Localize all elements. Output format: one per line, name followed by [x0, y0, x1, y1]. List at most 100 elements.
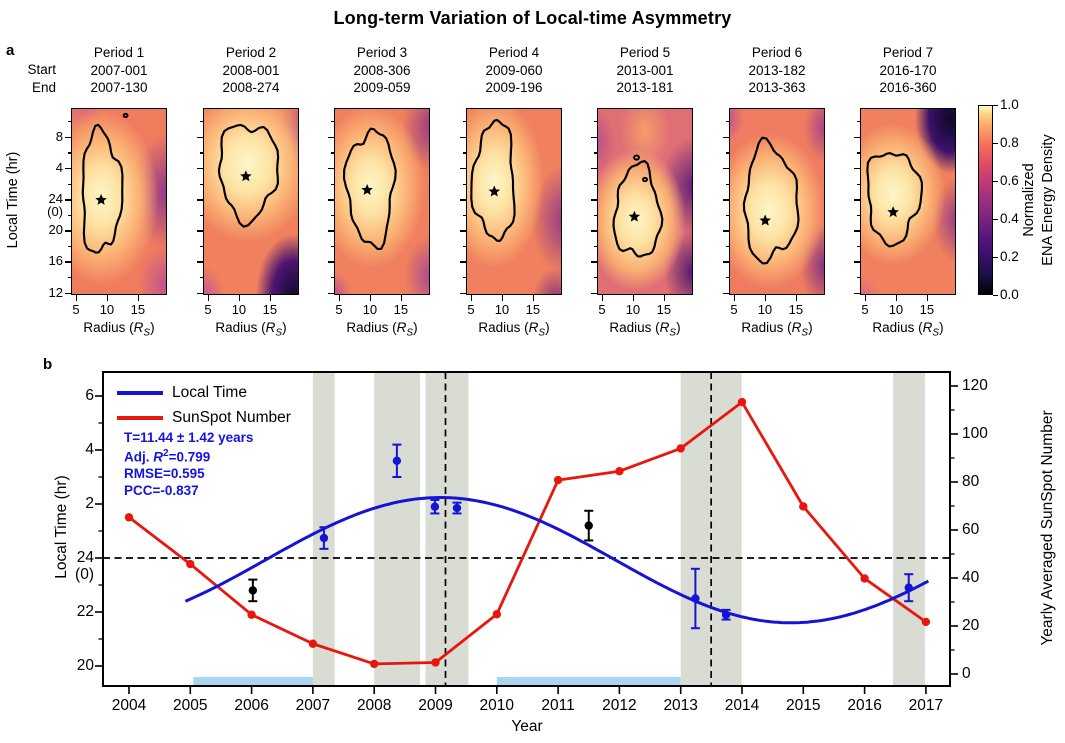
lt-minor-tick — [199, 183, 203, 185]
radius-tick-label: 15 — [656, 302, 672, 317]
x-tick-label: 2005 — [173, 697, 208, 714]
ena-contour — [81, 123, 124, 254]
lt-major-tick — [854, 199, 860, 201]
sunspot-point — [737, 397, 747, 407]
stat-pcc: PCC=-0.837 — [124, 483, 199, 498]
period-start: 2009-060 — [485, 62, 543, 78]
panel-b-right-axis-label: Yearly Averaged SunSpot Number — [1039, 410, 1056, 646]
lt-major-tick — [65, 261, 71, 263]
sunspot-point — [615, 467, 624, 476]
radius-tick-label: 15 — [788, 302, 804, 317]
right-tick-label: 120 — [962, 377, 988, 394]
lt-minor-tick — [856, 152, 860, 154]
sunspot-point — [308, 639, 318, 648]
lt-major-tick — [65, 167, 71, 170]
heatmap-period-6 — [729, 108, 825, 295]
observation-span — [680, 372, 712, 686]
lt-major-tick — [723, 167, 729, 170]
lt-major-tick — [591, 261, 597, 263]
stat-period: T=11.44 ± 1.42 years — [124, 430, 254, 445]
radius-tick-label: 5 — [72, 302, 80, 317]
lt-minor-tick — [67, 214, 71, 216]
radius-tick — [338, 295, 341, 301]
radius-tick — [864, 295, 867, 301]
observation-span — [374, 372, 421, 686]
sunspot-point — [553, 475, 563, 485]
sunspot-point — [431, 658, 440, 667]
lt-major-tick — [197, 292, 203, 295]
heatmap-overlay — [470, 118, 516, 243]
lt-major-tick — [328, 199, 334, 201]
peak-star-marker — [95, 193, 107, 205]
lt-minor-tick — [725, 183, 729, 185]
peak-star-marker — [887, 206, 899, 218]
colorbar-tick-label: 0.6 — [1000, 173, 1019, 188]
period-start: 2008-306 — [353, 62, 411, 78]
radius-tick-label: 15 — [262, 302, 278, 317]
heatmap-period-3 — [334, 108, 430, 295]
sunspot-point — [247, 610, 256, 619]
lt-major-tick — [460, 199, 466, 201]
radius-axis-label: Radius (RS) — [872, 320, 944, 339]
local-time-point — [584, 521, 593, 530]
colorbar-tick-label: 0.8 — [1000, 135, 1019, 150]
ena-contour — [612, 159, 664, 258]
lt-major-tick — [591, 167, 597, 170]
plot-frame — [102, 371, 951, 687]
highlight-bar — [496, 677, 681, 685]
period-header: Period 5 2013-001 2013-181 — [580, 44, 710, 97]
lt-major-tick — [197, 199, 203, 201]
ena-contour — [866, 152, 923, 248]
heatmap-period-7 — [860, 108, 956, 295]
lt-minor-tick — [330, 245, 334, 248]
lt-minor-tick — [856, 245, 860, 248]
period-name: Period 4 — [488, 45, 540, 60]
radius-tick — [269, 295, 272, 301]
sunspot-point — [124, 513, 134, 522]
heatmap-overlay — [217, 123, 280, 228]
local-time-point — [319, 533, 329, 543]
local-time-point — [248, 586, 258, 595]
radius-tick-label: 15 — [525, 302, 541, 317]
sunspot-point — [921, 617, 931, 627]
lt-minor-tick — [67, 121, 71, 123]
right-tick-label: 20 — [962, 617, 980, 634]
right-tick-label: 80 — [962, 473, 980, 490]
lt-minor-tick — [67, 152, 71, 154]
period-end: 2009-196 — [485, 80, 543, 95]
colorbar-tick — [993, 143, 998, 145]
local-time-point — [691, 594, 700, 603]
lt-major-tick — [591, 230, 597, 232]
colorbar — [978, 105, 993, 295]
lt-minor-tick — [593, 121, 597, 123]
left-tick-label: 20 — [76, 657, 94, 674]
lt-minor-tick — [725, 121, 729, 123]
sunspot-point — [860, 574, 869, 583]
radius-tick — [501, 295, 504, 301]
radius-tick — [137, 295, 140, 301]
radius-tick — [926, 295, 929, 301]
heatmap-overlay — [81, 112, 129, 254]
local-time-point — [430, 502, 440, 511]
peak-star-marker — [361, 183, 373, 195]
lt-minor-tick — [67, 245, 71, 248]
period-end: 2016-360 — [879, 80, 937, 95]
x-tick-label: 2010 — [479, 697, 515, 714]
lt-major-tick — [723, 261, 729, 263]
radius-tick-label: 5 — [335, 302, 343, 317]
period-header: Period 3 2008-306 2009-059 — [317, 44, 447, 97]
radius-axis-label: Radius (RS) — [741, 320, 813, 339]
radius-axis-label: Radius (RS) — [215, 320, 287, 339]
lt-minor-tick — [725, 245, 729, 248]
sunspot-point — [676, 444, 685, 453]
lt-major-tick — [328, 292, 334, 295]
radius-tick — [764, 295, 767, 301]
radius-tick — [895, 295, 898, 301]
observation-span — [445, 372, 469, 686]
lt-minor-tick — [199, 121, 203, 123]
x-tick-label: 2015 — [786, 697, 821, 714]
lt-major-tick — [328, 230, 334, 232]
lt-major-tick — [460, 136, 466, 139]
heatmap-period-4 — [466, 108, 562, 295]
local-time-point — [452, 503, 462, 513]
